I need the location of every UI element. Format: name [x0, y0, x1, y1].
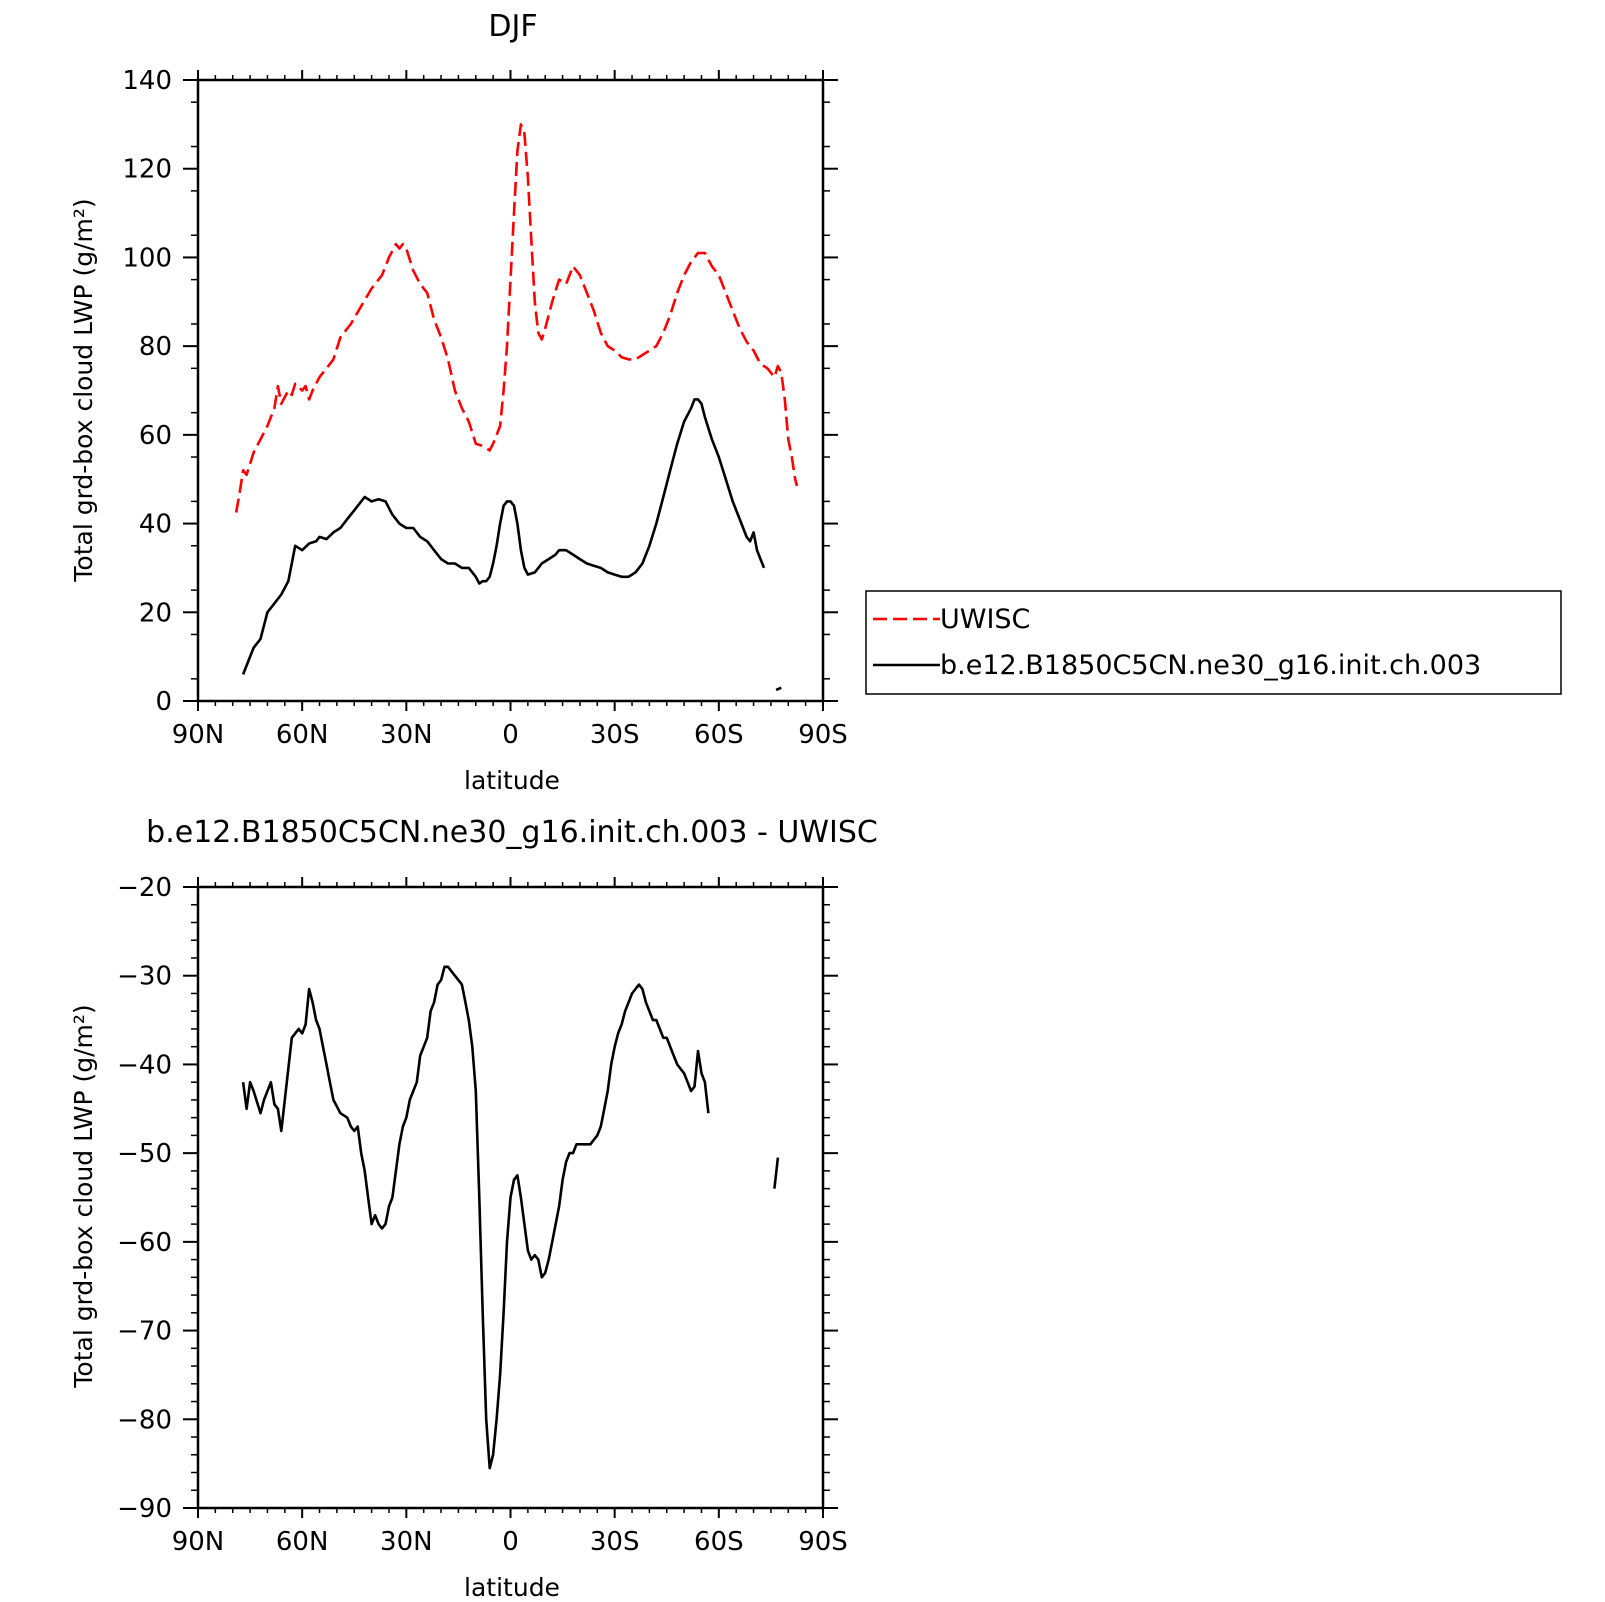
bottom-x-axis-label: latitude: [464, 1573, 560, 1602]
top-series-line-2: [241, 398, 766, 675]
top-series-segment-2: [775, 686, 782, 692]
bottom-x-tick-label: 60N: [276, 1527, 329, 1557]
legend: UWISC b.e12.B1850C5CN.ne30_g16.init.ch.0…: [865, 590, 1562, 695]
top-x-tick-label: 30N: [380, 720, 433, 750]
top-y-tick-label: 20: [139, 598, 172, 628]
bottom-series-line-1: [241, 965, 710, 1470]
top-y-axis-label: Total grd-box cloud LWP (g/m²): [69, 198, 98, 582]
top-y-tick-label: 0: [155, 687, 172, 717]
bottom-x-tick-label: 90S: [798, 1527, 848, 1557]
bottom-y-tick-label: −40: [117, 1050, 172, 1080]
legend-label-uwisc: UWISC: [940, 604, 1030, 635]
top-x-tick-label: 90N: [172, 720, 225, 750]
bottom-chart-title: b.e12.B1850C5CN.ne30_g16.init.ch.003 - U…: [146, 815, 878, 850]
top-x-tick-label: 0: [502, 720, 519, 750]
bottom-y-tick-label: −80: [117, 1405, 172, 1435]
top-plot-frame: [196, 78, 825, 703]
top-y-tick-label: 80: [139, 332, 172, 362]
legend-label-model: b.e12.B1850C5CN.ne30_g16.init.ch.003: [940, 650, 1481, 681]
top-y-tick-label: 120: [122, 155, 172, 185]
bottom-chart: b.e12.B1850C5CN.ne30_g16.init.ch.003 - U…: [69, 815, 878, 1602]
top-x-tick-label: 60N: [276, 720, 329, 750]
bottom-x-tick-label: 60S: [694, 1527, 744, 1557]
top-x-tick-label: 60S: [694, 720, 744, 750]
top-y-tick-label: 140: [122, 66, 172, 96]
bottom-y-tick-label: −60: [117, 1228, 172, 1258]
top-chart-title: DJF: [488, 9, 537, 44]
bottom-x-tick-label: 0: [502, 1527, 519, 1557]
bottom-y-tick-label: −90: [117, 1494, 172, 1524]
bottom-x-tick-label: 30N: [380, 1527, 433, 1557]
top-series-line-1: [234, 123, 799, 513]
bottom-x-tick-label: 30S: [590, 1527, 640, 1557]
top-y-tick-label: 60: [139, 421, 172, 451]
top-x-axis-label: latitude: [464, 766, 560, 795]
bottom-series-segment-1: [773, 1157, 780, 1189]
bottom-plot-frame: [196, 885, 825, 1510]
top-x-tick-label: 90S: [798, 720, 848, 750]
bottom-x-tick-label: 90N: [172, 1527, 225, 1557]
bottom-y-axis-label: Total grd-box cloud LWP (g/m²): [69, 1004, 98, 1388]
bottom-y-tick-label: −50: [117, 1139, 172, 1169]
legend-box: [865, 590, 1562, 695]
bottom-y-tick-label: −70: [117, 1317, 172, 1347]
bottom-y-tick-label: −20: [117, 873, 172, 903]
bottom-y-tick-label: −30: [117, 962, 172, 992]
top-chart: DJF 90N 60N 30N 0 30S 60S 90S 0 20 40 60 80 100 120 14…: [69, 9, 848, 795]
top-y-tick-label: 40: [139, 510, 172, 540]
top-y-tick-label: 100: [122, 243, 172, 273]
top-x-tick-label: 30S: [590, 720, 640, 750]
